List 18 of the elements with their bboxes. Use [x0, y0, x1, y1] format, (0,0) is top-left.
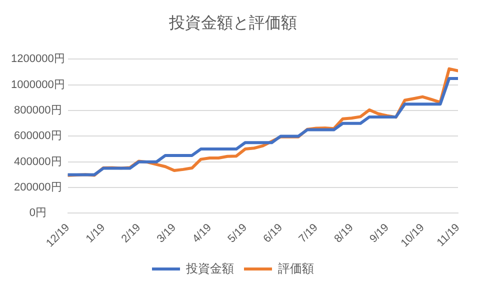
x-tick-label: 1/19: [84, 222, 108, 246]
y-tick-label: 1000000円: [11, 78, 65, 91]
x-tick-label: 9/19: [368, 222, 392, 246]
x-tick-label: 4/19: [190, 222, 214, 246]
y-tick-label: 800000円: [14, 104, 62, 117]
x-tick-label: 6/19: [261, 222, 285, 246]
x-tick-label: 8/19: [332, 222, 356, 246]
y-tick-label: 0円: [29, 207, 46, 220]
y-tick-label: 1200000円: [11, 53, 65, 66]
y-tick-label: 400000円: [14, 156, 62, 168]
y-tick-label: 200000円: [14, 182, 62, 194]
x-tick-label: 5/19: [226, 222, 250, 246]
x-tick-label: 3/19: [154, 222, 178, 246]
x-tick-label: 7/19: [296, 222, 320, 246]
y-tick-label: 600000円: [14, 130, 62, 142]
legend-label: 評価額: [278, 261, 314, 276]
chart-title: 投資金額と評価額: [168, 14, 297, 32]
legend-label: 投資金額: [185, 261, 234, 276]
